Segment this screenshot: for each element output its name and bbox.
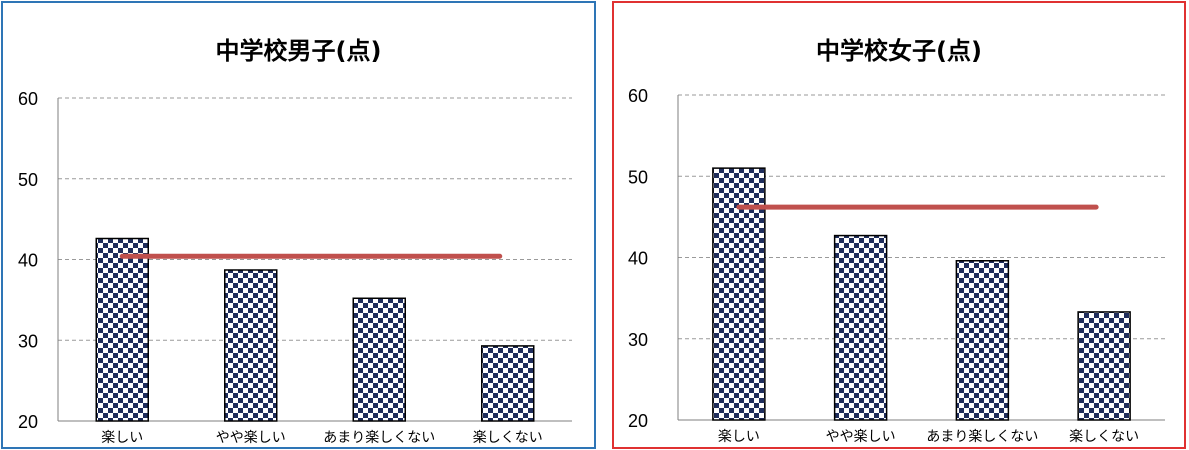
y-tick-label: 50 [628, 167, 648, 187]
x-category-label: 楽しい [101, 430, 143, 446]
chart-title: 中学校男子(点) [215, 37, 382, 65]
chart-title: 中学校女子(点) [816, 37, 982, 65]
bar [955, 260, 1010, 421]
y-tick-label: 40 [628, 249, 648, 269]
x-category-label: 楽しい [718, 429, 760, 445]
y-tick-label: 60 [18, 89, 38, 109]
y-tick-label: 30 [18, 331, 38, 351]
x-category-label: あまり楽しくない [323, 430, 435, 446]
y-tick-label: 60 [628, 86, 648, 106]
bar [712, 167, 766, 421]
bar [224, 269, 278, 422]
x-category-label: やや楽しい [216, 430, 286, 446]
bar [95, 237, 149, 422]
chart-panel-boys: 中学校男子(点) 20 30 40 50 60 楽しい やや楽しい あまり楽しくない 楽しくない [1, 1, 596, 449]
y-tick-label: 50 [18, 170, 38, 190]
y-tick-label: 40 [18, 251, 38, 271]
chart-plot: 20 30 40 50 60 楽しい やや楽しい あまり楽しくない 楽しくない [628, 86, 1165, 445]
bar [481, 345, 535, 422]
y-tick-label: 20 [628, 411, 648, 431]
x-category-label: あまり楽しくない [926, 429, 1038, 445]
x-category-label: やや楽しい [826, 429, 896, 445]
y-tick-label: 20 [18, 412, 38, 432]
bar [833, 234, 888, 421]
y-tick-label: 30 [628, 330, 648, 350]
bar [352, 297, 406, 422]
chart-panel-girls: 中学校女子(点) 20 30 40 50 60 楽しい やや楽しい あまり楽しくない 楽しくない [612, 1, 1186, 449]
x-category-label: 楽しくない [1069, 429, 1139, 445]
x-category-label: 楽しくない [473, 430, 543, 446]
chart-plot: 20 30 40 50 60 楽しい やや楽しい あまり楽しくない 楽しくない [18, 89, 572, 446]
bar [1077, 311, 1131, 421]
